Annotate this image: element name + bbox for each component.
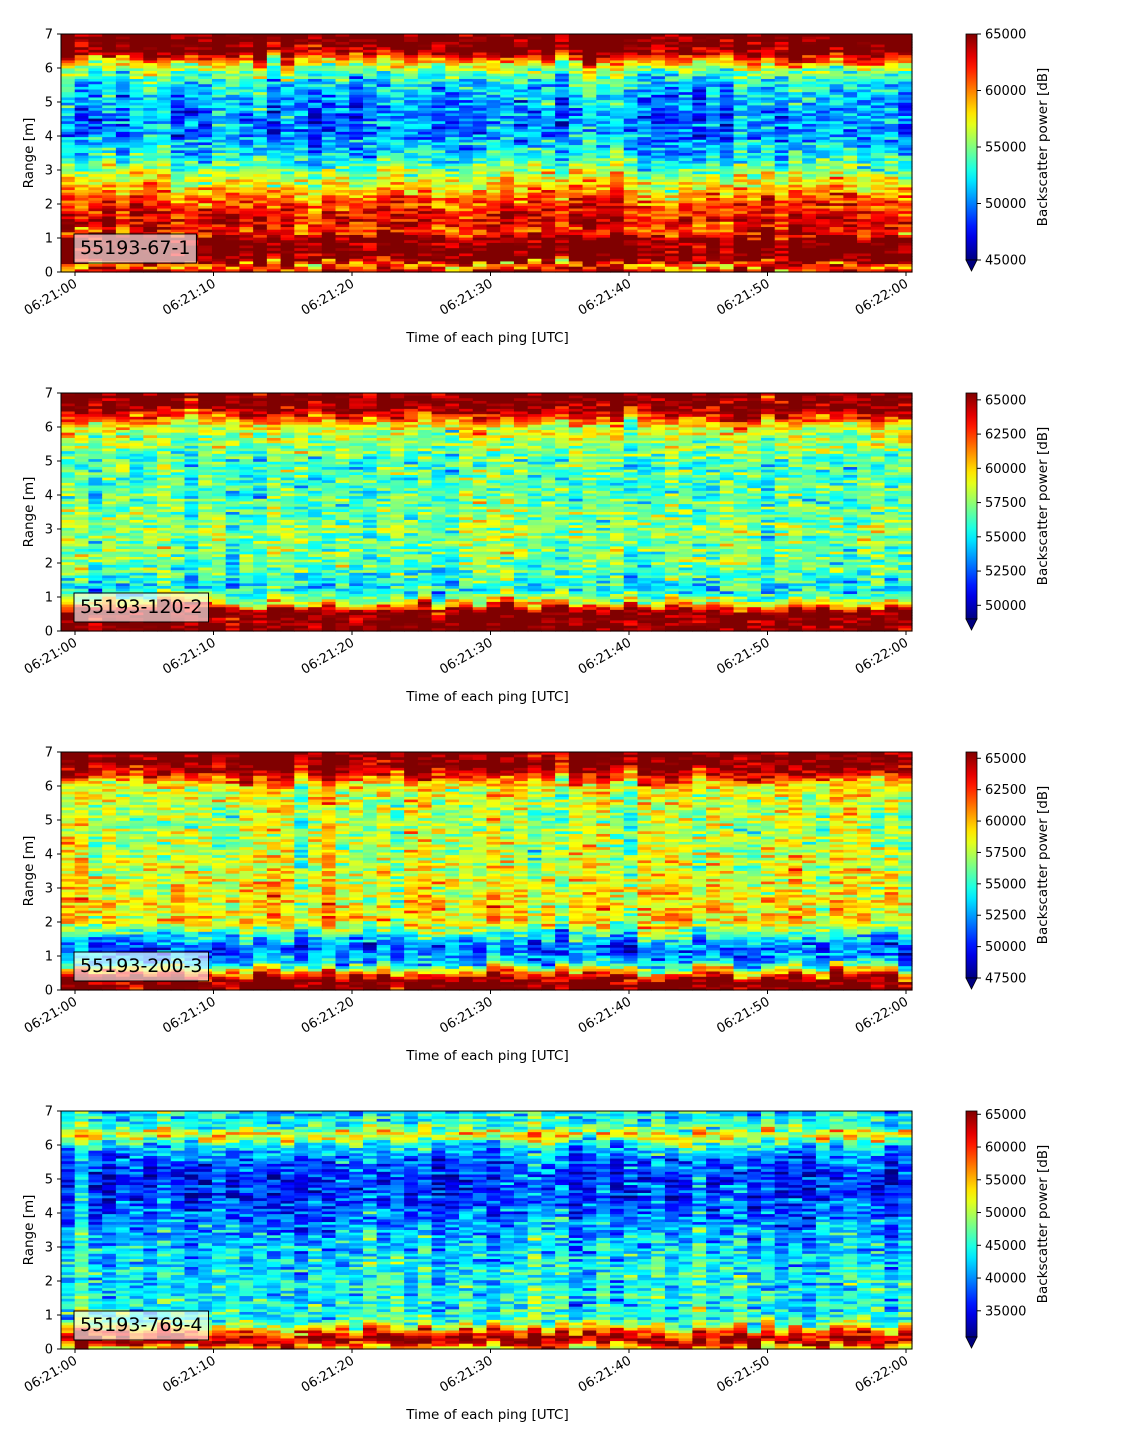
heatmap-panel-1: 01234567Range [m]06:21:00 06:21:10 06:21:2…: [21, 28, 1051, 347]
